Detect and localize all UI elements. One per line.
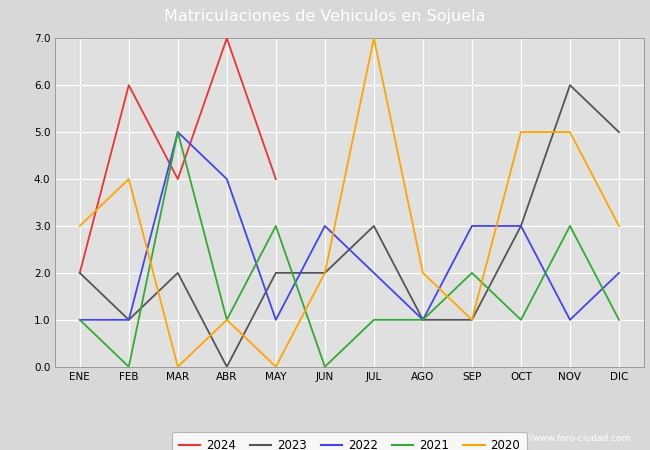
Text: Matriculaciones de Vehiculos en Sojuela: Matriculaciones de Vehiculos en Sojuela xyxy=(164,9,486,24)
Text: http://www.foro-ciudad.com: http://www.foro-ciudad.com xyxy=(505,434,630,443)
Legend: 2024, 2023, 2022, 2021, 2020: 2024, 2023, 2022, 2021, 2020 xyxy=(172,432,527,450)
